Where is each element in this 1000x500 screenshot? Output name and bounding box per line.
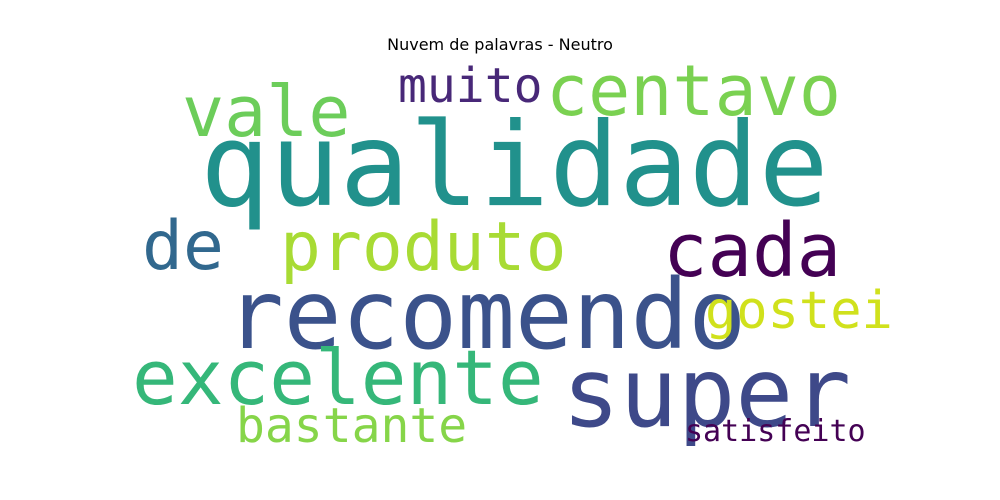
word-muito: muito — [398, 58, 543, 114]
word-satisfeito: satisfeito — [685, 414, 866, 449]
word-gostei: gostei — [705, 281, 893, 341]
word-cada: cada — [663, 208, 842, 294]
word-centavo: centavo — [546, 50, 842, 132]
word-qualidade: qualidade — [200, 98, 829, 233]
word-produto: produto — [280, 208, 567, 287]
word-super: super — [562, 337, 851, 449]
chart-title: Nuvem de palavras - Neutro — [387, 35, 613, 54]
word-bastante: bastante — [236, 398, 468, 454]
word-vale: vale — [182, 71, 351, 153]
word-recomendo: recomendo — [226, 259, 747, 371]
word-de: de — [142, 207, 224, 286]
word-excelente: excelente — [132, 333, 544, 422]
